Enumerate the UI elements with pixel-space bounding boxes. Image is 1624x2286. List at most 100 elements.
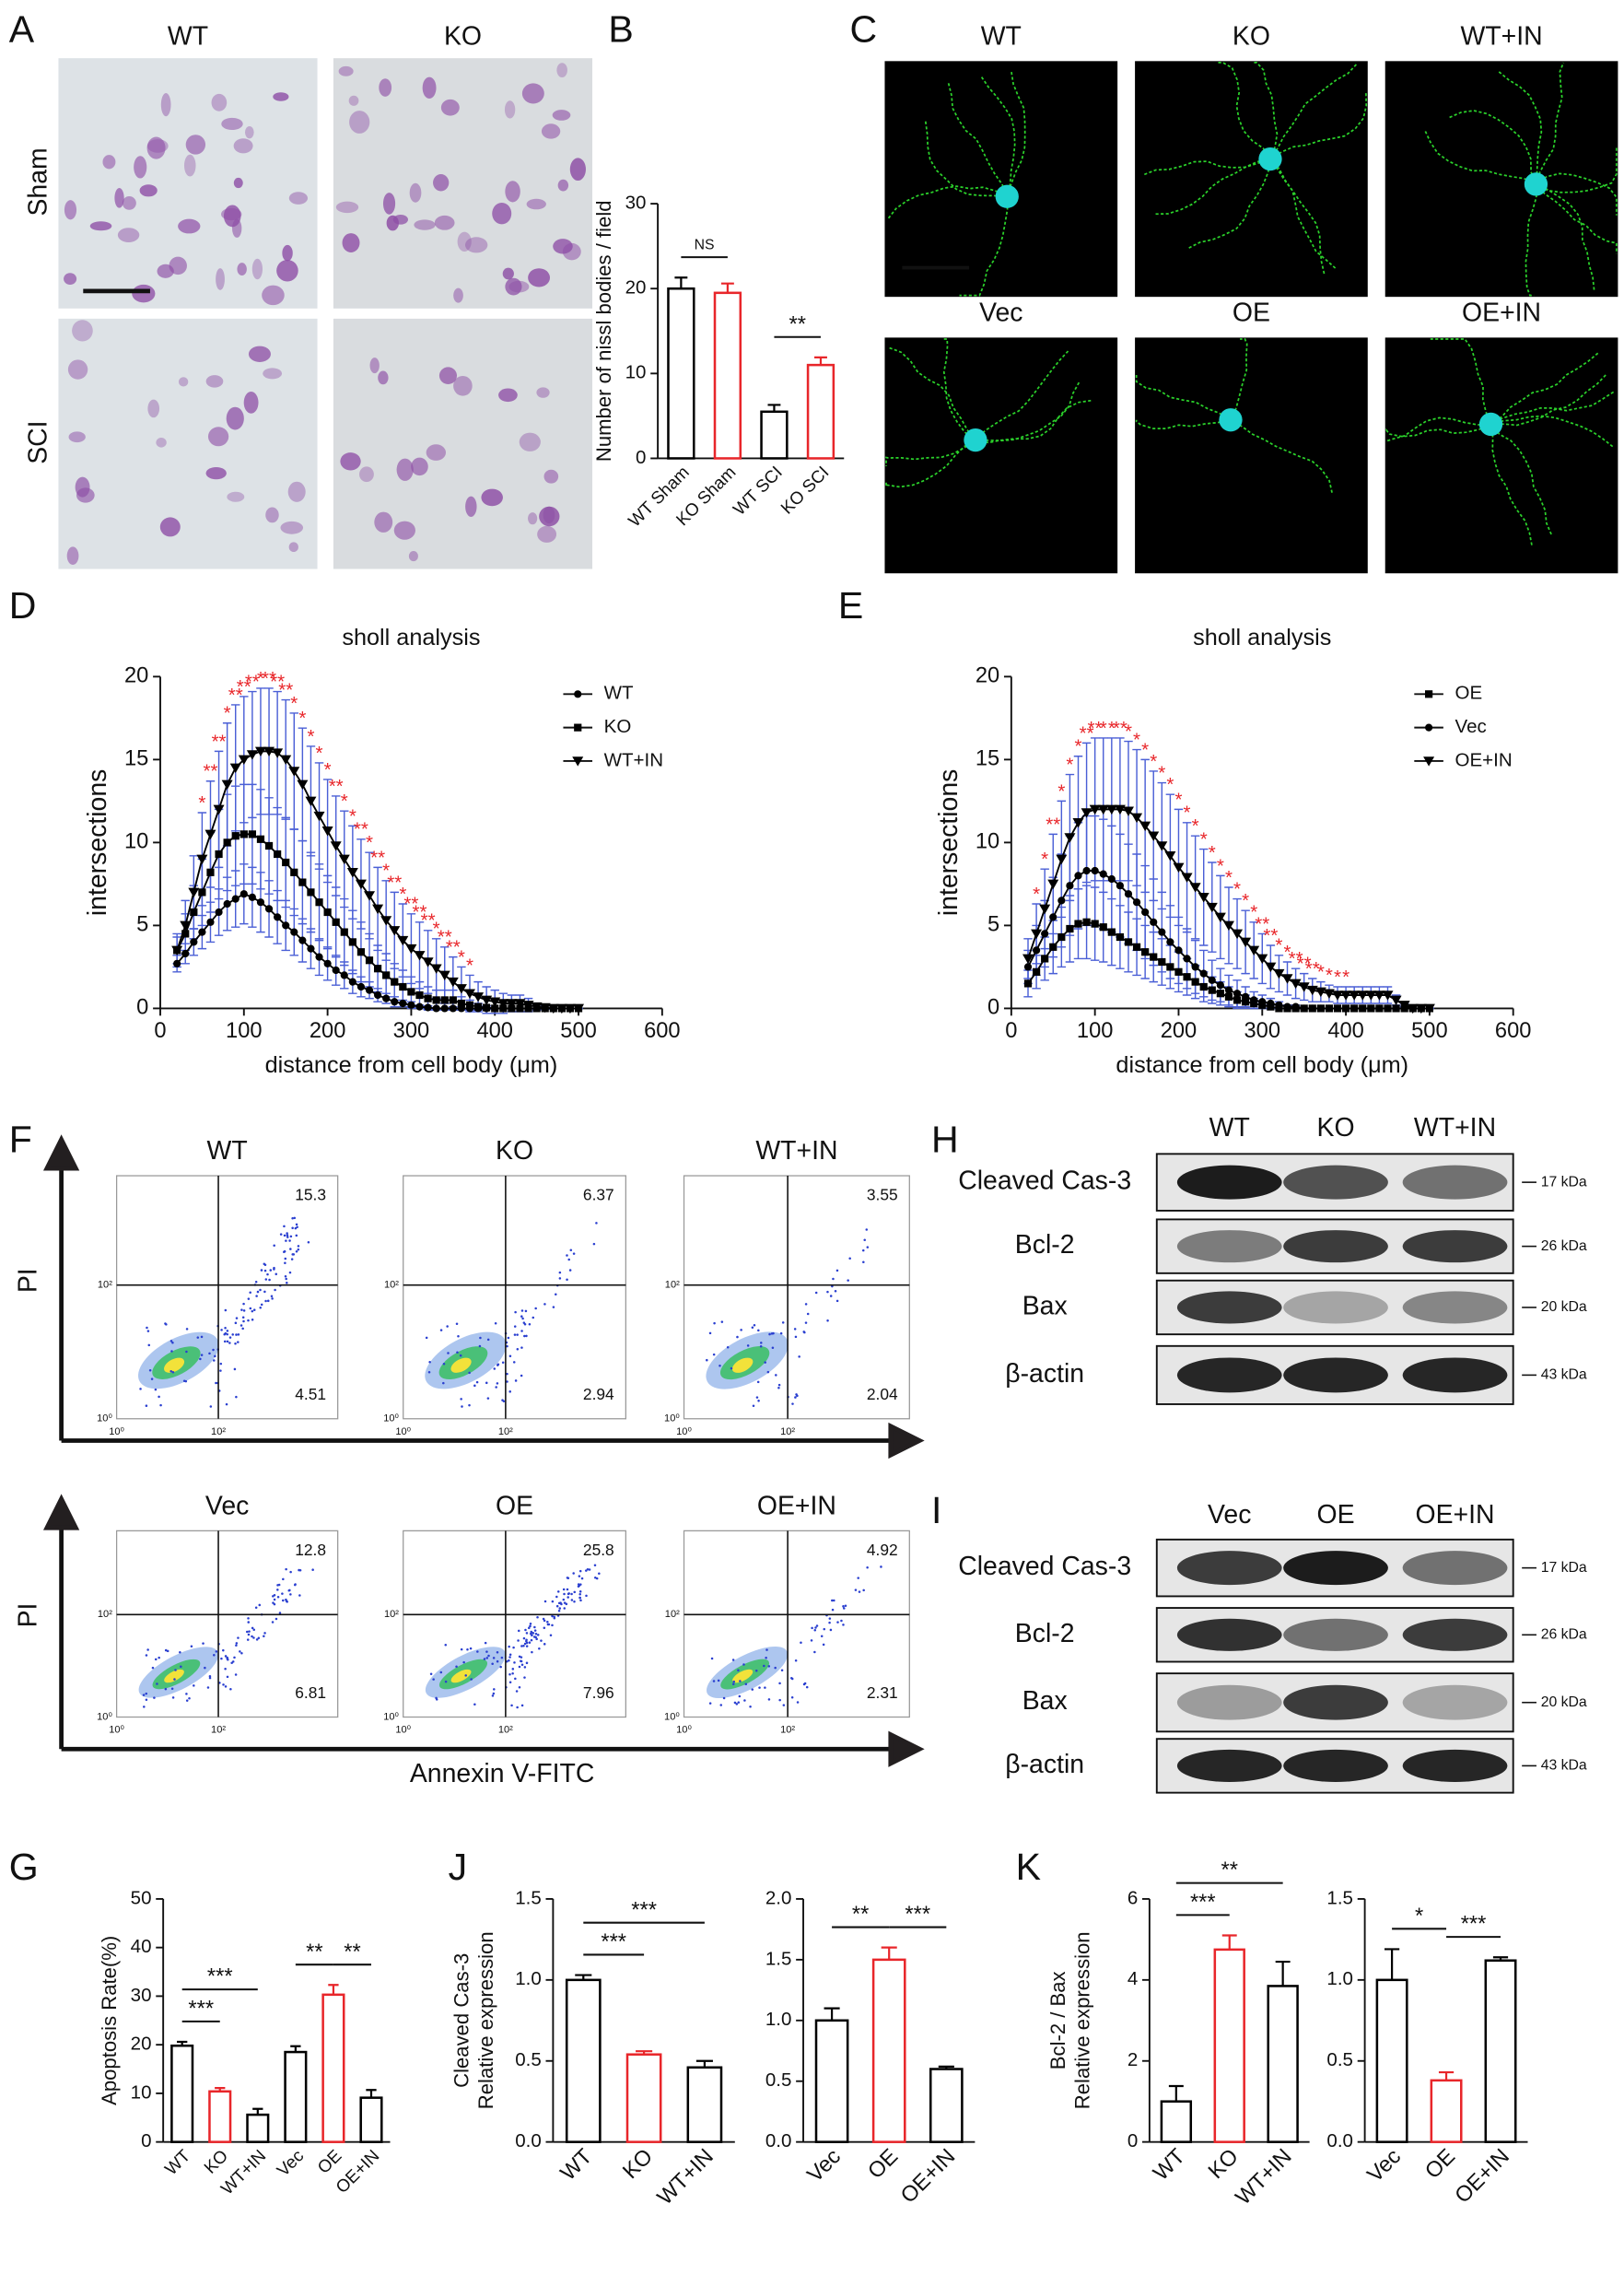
size-label: 43 kDa: [1541, 1367, 1587, 1383]
tick-label: 10⁰: [97, 1413, 112, 1424]
marker: [1206, 902, 1218, 913]
event: [508, 1681, 512, 1684]
neurite: [1154, 158, 1271, 216]
marker: [397, 935, 409, 946]
event: [831, 1599, 834, 1602]
marker: [373, 991, 382, 1000]
event: [235, 1395, 238, 1399]
event: [495, 1386, 497, 1389]
error-bar: [720, 282, 734, 293]
cell: [147, 399, 160, 418]
significance-star: *: [1184, 803, 1191, 824]
marker: [1290, 979, 1302, 990]
marker: [1222, 920, 1234, 932]
event: [212, 1348, 215, 1352]
cell: [262, 285, 285, 306]
event: [289, 1248, 292, 1250]
neurite: [1490, 391, 1615, 426]
significance-label: ***: [207, 1965, 233, 1989]
lane-label: WT+IN: [1414, 1113, 1496, 1143]
marker: [204, 829, 216, 840]
event: [764, 1361, 766, 1364]
event: [835, 1269, 839, 1272]
event: [206, 1686, 210, 1689]
marker: [1325, 1004, 1334, 1013]
x-tick-label: 100: [226, 1019, 262, 1043]
significance-star: **: [1305, 958, 1320, 979]
cell: [411, 457, 428, 476]
tick-label: 10⁰: [395, 1725, 411, 1736]
event: [778, 1682, 781, 1685]
neuron-field: [1135, 337, 1368, 574]
marker: [190, 908, 198, 917]
event: [708, 1702, 712, 1705]
significance-star: *: [458, 946, 465, 967]
event: [755, 1396, 759, 1399]
cell: [183, 154, 196, 177]
error-bar: [938, 2065, 954, 2069]
marker: [338, 854, 350, 865]
marker: [190, 938, 198, 946]
cell: [68, 431, 86, 443]
neuron-image: [884, 337, 1118, 574]
event: [227, 1658, 229, 1661]
marker: [356, 948, 366, 956]
event: [507, 1336, 510, 1340]
marker: [323, 908, 332, 917]
marker: [297, 780, 309, 791]
marker: [282, 858, 290, 867]
marker: [1189, 883, 1201, 893]
cell: [569, 158, 586, 182]
cluster-peak: [450, 1669, 472, 1683]
marker: [1158, 928, 1166, 936]
marker: [1023, 963, 1033, 971]
event: [720, 1320, 724, 1323]
event: [150, 1377, 154, 1380]
y-tick-label: 30: [131, 1985, 152, 2006]
quadrant-value: 15.3: [295, 1186, 326, 1204]
event: [516, 1348, 520, 1351]
marker: [288, 767, 300, 777]
event: [483, 1658, 486, 1660]
y-tick-label: 1.0: [515, 1968, 542, 1989]
event: [276, 1588, 279, 1591]
marker: [573, 1003, 585, 1014]
marker: [196, 854, 208, 865]
cell: [89, 221, 112, 231]
marker: [1323, 989, 1335, 999]
cell: [526, 198, 546, 210]
band: [1283, 1684, 1388, 1720]
cell: [243, 391, 259, 414]
event: [249, 1291, 251, 1295]
event: [496, 1659, 499, 1663]
event: [284, 1275, 287, 1278]
cell: [434, 215, 455, 230]
marker: [1131, 813, 1143, 824]
event: [506, 1380, 508, 1383]
x-tick-label: 300: [393, 1019, 430, 1043]
significance-star: *: [1233, 879, 1241, 900]
marker: [206, 918, 215, 926]
event: [208, 1352, 211, 1355]
quadrant-value: 25.8: [583, 1541, 614, 1559]
event: [277, 1583, 281, 1587]
event: [843, 1607, 846, 1610]
quadrant-value: 4.92: [867, 1541, 898, 1559]
event: [737, 1669, 740, 1672]
event: [251, 1319, 254, 1321]
soma: [1258, 147, 1282, 171]
image-title: KO: [1233, 22, 1270, 52]
event: [224, 1668, 227, 1671]
marker: [1139, 821, 1151, 832]
marker: [1091, 866, 1099, 875]
significance-star: *: [224, 703, 231, 724]
marker: [1183, 955, 1191, 963]
cell: [263, 368, 283, 380]
marker: [1074, 872, 1082, 880]
event: [222, 1683, 225, 1686]
cell: [379, 78, 392, 97]
column-title: WT: [168, 22, 208, 52]
neurite: [1269, 63, 1358, 160]
event: [517, 1629, 520, 1633]
